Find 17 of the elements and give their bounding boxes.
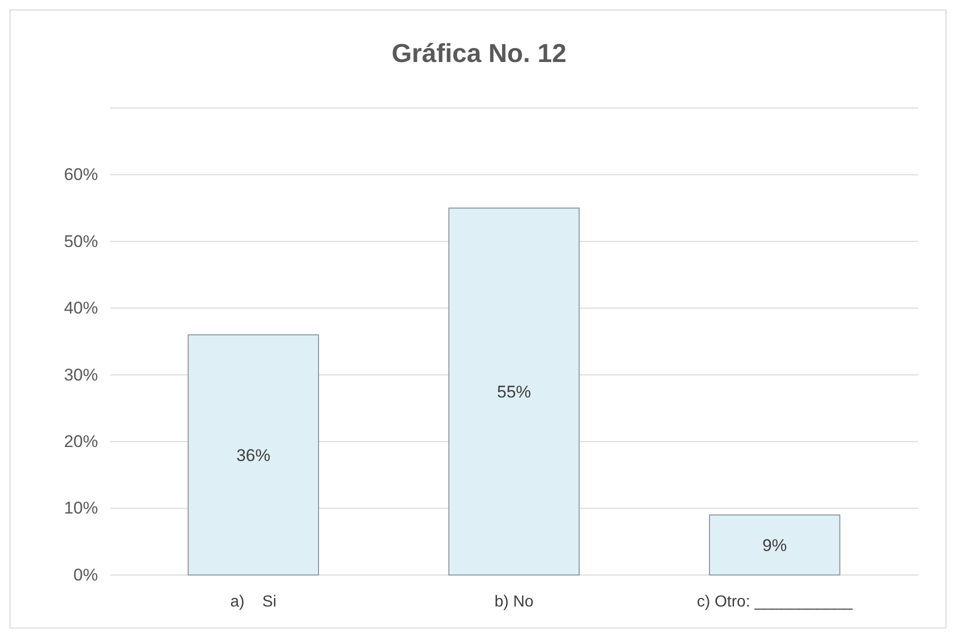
bar — [708, 514, 840, 576]
data-label: 9% — [762, 536, 787, 555]
y-tick-label: 40% — [64, 298, 98, 318]
x-tick-label: a) Si — [230, 593, 276, 610]
chart-title: Gráfica No. 12 — [392, 38, 566, 68]
y-tick-label: 60% — [64, 165, 98, 184]
x-tick-label: b) No — [494, 593, 534, 610]
data-label: 55% — [496, 382, 532, 402]
y-tick-label: 50% — [64, 232, 98, 251]
y-tick-label: 30% — [64, 365, 98, 384]
y-tick-label: 20% — [64, 432, 98, 452]
bar — [448, 208, 580, 576]
bar — [188, 334, 320, 576]
y-tick-label: 10% — [64, 498, 98, 518]
data-label: 36% — [236, 446, 270, 465]
x-tick-label: c) Otro: ___________ — [696, 593, 854, 610]
y-tick-label: 0% — [73, 565, 98, 584]
